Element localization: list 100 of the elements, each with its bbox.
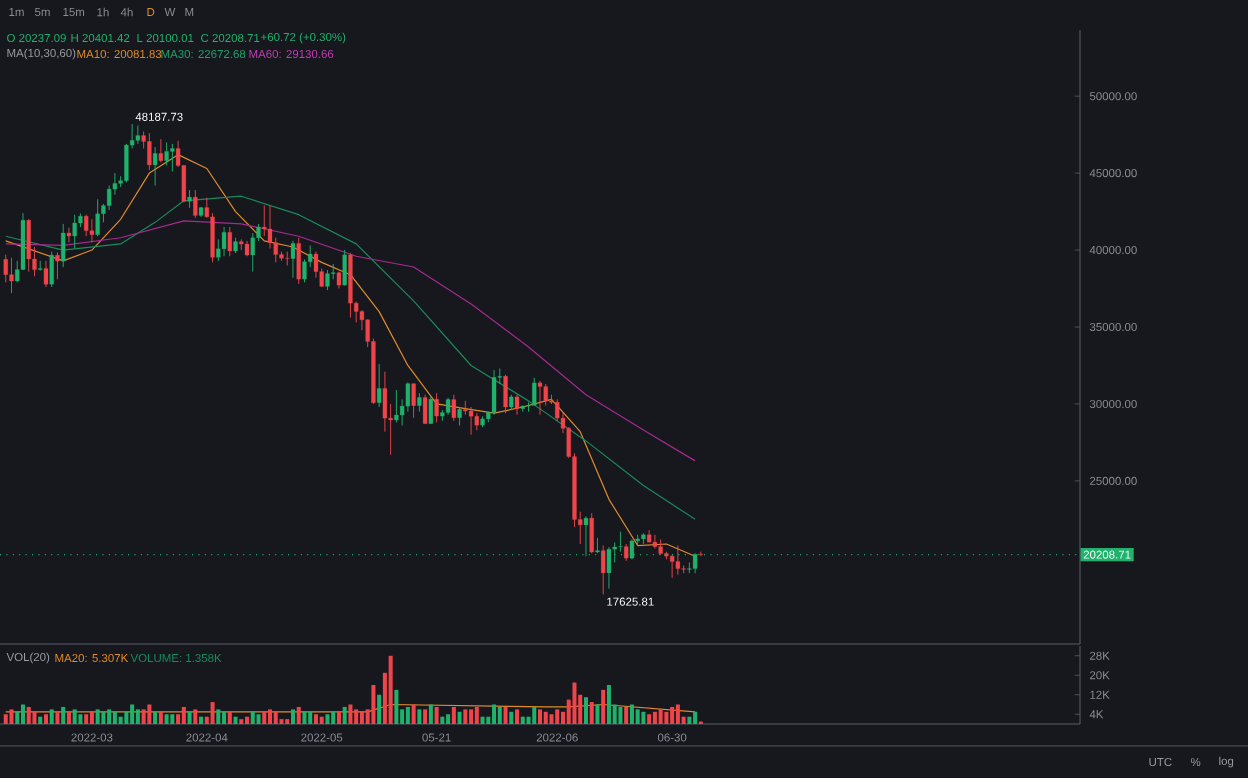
- bar: [89, 711, 94, 725]
- candlestick: [95, 198, 100, 237]
- bar: [319, 716, 324, 725]
- bar: [331, 711, 336, 725]
- candlestick: [394, 389, 399, 423]
- bar: [176, 714, 181, 725]
- candlestick: [652, 534, 658, 550]
- candlestick: [152, 146, 158, 186]
- candlestick: [170, 143, 175, 173]
- candlestick: [72, 214, 77, 249]
- bar: [290, 709, 295, 725]
- bar: [675, 704, 680, 725]
- candlestick: [290, 240, 296, 279]
- bar: [43, 714, 48, 725]
- bar: [141, 709, 146, 725]
- bar: [606, 685, 611, 725]
- bar: [262, 711, 267, 725]
- bar: [55, 711, 60, 725]
- bar: [411, 704, 416, 725]
- bar: [652, 711, 657, 725]
- bar: [670, 706, 675, 725]
- bar: [520, 716, 525, 725]
- bar: [222, 711, 227, 725]
- bar: [377, 694, 382, 725]
- bar: [417, 709, 422, 725]
- bar: [543, 711, 548, 725]
- bar: [193, 709, 198, 725]
- bar: [624, 706, 629, 725]
- candlestick: [583, 515, 589, 557]
- candlestick: [457, 406, 462, 426]
- candlestick: [589, 512, 594, 554]
- bar: [101, 711, 106, 725]
- bar: [515, 709, 520, 725]
- bar: [325, 714, 330, 725]
- bar: [469, 709, 474, 725]
- bar: [84, 714, 89, 725]
- bar: [170, 714, 175, 725]
- candlestick: [503, 374, 508, 414]
- candlestick: [285, 251, 290, 266]
- bar: [61, 706, 66, 725]
- candlestick: [468, 406, 474, 436]
- bar: [440, 716, 445, 725]
- bar: [164, 714, 169, 725]
- bar: [256, 714, 261, 725]
- bar: [279, 719, 284, 725]
- candlestick: [193, 189, 198, 219]
- bar: [474, 706, 479, 725]
- bar: [147, 704, 152, 725]
- bar: [158, 711, 163, 725]
- bar: [342, 706, 347, 725]
- bar: [15, 711, 20, 725]
- candlestick: [601, 545, 606, 595]
- bar: [658, 709, 663, 725]
- bar: [233, 716, 238, 725]
- bar: [239, 719, 244, 725]
- candlestick: [221, 226, 227, 257]
- bar: [32, 711, 37, 725]
- bar: [308, 711, 313, 725]
- candlestick: [491, 369, 497, 416]
- bar: [72, 709, 77, 725]
- bar: [618, 706, 623, 725]
- bar: [555, 709, 560, 725]
- bar: [463, 709, 468, 725]
- candlestick: [250, 232, 255, 273]
- bar: [428, 704, 433, 725]
- bar: [641, 711, 646, 725]
- bar: [687, 716, 692, 725]
- line-series: [5, 195, 696, 520]
- bar: [250, 711, 255, 725]
- bar: [107, 709, 112, 725]
- bar: [66, 711, 71, 725]
- bar: [124, 711, 129, 725]
- candlestick: [428, 395, 434, 425]
- bar: [509, 711, 514, 725]
- bar: [3, 714, 8, 725]
- bar: [434, 706, 439, 725]
- bar: [583, 697, 588, 725]
- bar: [388, 655, 393, 725]
- candlestick: [618, 531, 623, 553]
- candlestick: [325, 269, 330, 291]
- candlestick: [147, 132, 152, 171]
- candlestick: [313, 251, 319, 279]
- candlestick: [514, 394, 520, 416]
- bar: [112, 711, 117, 725]
- candlestick: [135, 124, 141, 145]
- bar: [216, 709, 221, 725]
- bar: [285, 719, 290, 725]
- candlestick: [342, 249, 347, 286]
- bar: [20, 704, 25, 725]
- candlestick: [434, 392, 439, 423]
- bar: [78, 714, 83, 725]
- bar: [538, 709, 543, 725]
- bar: [394, 689, 399, 725]
- bar: [446, 714, 451, 725]
- bar: [348, 704, 353, 725]
- candlestick: [377, 363, 382, 408]
- bar: [95, 709, 100, 725]
- bar: [601, 689, 606, 725]
- candlestick: [532, 377, 537, 406]
- bar: [245, 716, 250, 725]
